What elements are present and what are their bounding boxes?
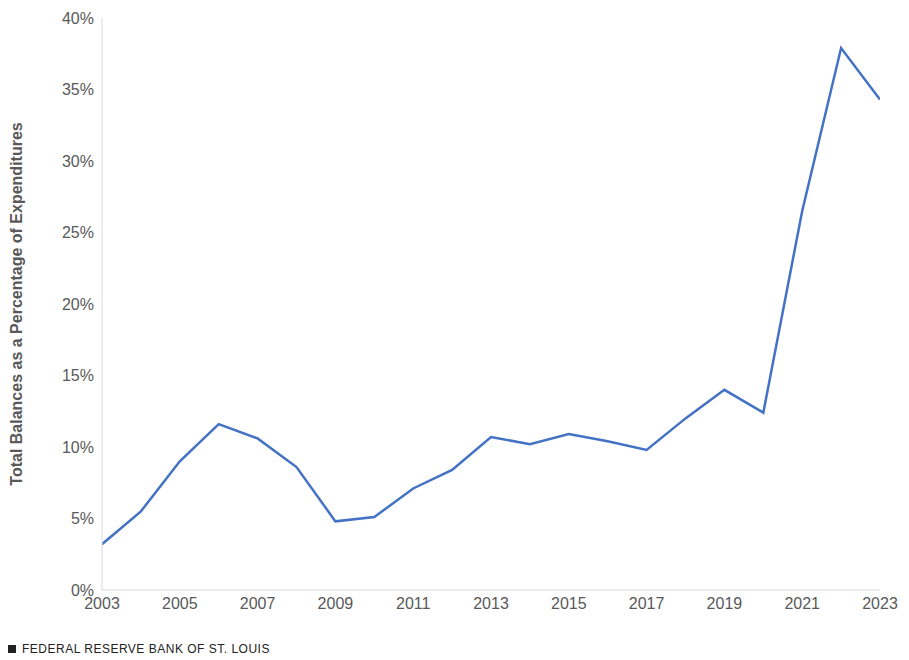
- svg-text:2003: 2003: [84, 595, 120, 613]
- svg-text:2013: 2013: [473, 595, 509, 612]
- svg-text:2007: 2007: [240, 595, 276, 612]
- svg-text:2021: 2021: [784, 595, 820, 612]
- svg-text:2017: 2017: [629, 595, 665, 612]
- svg-text:2015: 2015: [551, 595, 587, 612]
- svg-text:2005: 2005: [162, 595, 198, 612]
- svg-text:10%: 10%: [62, 439, 94, 456]
- svg-text:40%: 40%: [62, 10, 94, 27]
- svg-text:35%: 35%: [62, 81, 94, 98]
- svg-text:25%: 25%: [62, 224, 94, 241]
- svg-text:0%: 0%: [71, 582, 94, 599]
- svg-text:30%: 30%: [62, 153, 94, 170]
- html-text:FEDERAL RESERVE BANK OF ST. LO: FEDERAL RESERVE BANK OF ST. LOUIS: [22, 642, 270, 656]
- svg-text:2011: 2011: [396, 595, 431, 612]
- svg-text:2023: 2023: [862, 595, 898, 612]
- svg-text:Total Balances as a Percentage: Total Balances as a Percentage of Expend…: [8, 122, 25, 485]
- svg-text:2009: 2009: [318, 595, 354, 612]
- svg-text:5%: 5%: [71, 510, 94, 527]
- svg-text:15%: 15%: [62, 367, 94, 384]
- svg-text:20%: 20%: [62, 296, 94, 313]
- svg-text:2019: 2019: [707, 595, 743, 612]
